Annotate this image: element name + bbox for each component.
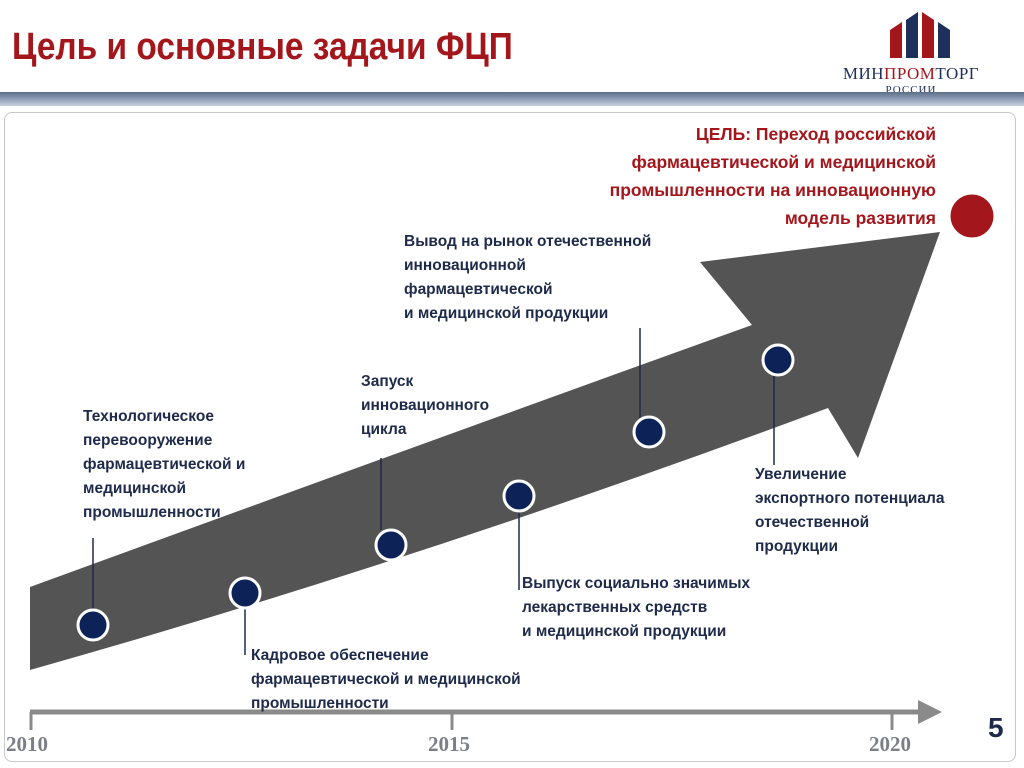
milestone-label-5-line: инновационной: [404, 257, 526, 274]
milestone-label-4: Выпуск социально значимых лекарственных …: [522, 572, 750, 644]
goal-line-2: фармацевтической и медицинской: [631, 152, 937, 172]
milestone-label-3-line: цикла: [361, 421, 407, 438]
logo-wordmark: МИНПРОМТОРГ: [836, 64, 986, 84]
milestone-label-3-line: инновационного: [361, 397, 490, 414]
goal-line-3: промышленности на инновационную: [609, 180, 936, 200]
milestone-label-6-line: отечественной: [755, 514, 870, 531]
milestone-label-6-line: экспортного потенциала: [755, 490, 945, 507]
milestone-label-1-line: фармацевтической и: [83, 456, 246, 473]
milestone-label-6: Увеличение экспортного потенциала отечес…: [755, 463, 944, 559]
milestone-label-2-line: фармацевтической и медицинской: [251, 671, 521, 688]
milestone-node-4: [502, 479, 536, 513]
milestone-label-4-line: лекарственных средств: [522, 599, 708, 616]
milestone-node-2: [228, 576, 262, 610]
milestone-label-2-line: Кадровое обеспечение: [251, 647, 429, 664]
year-label-2015: 2015: [428, 732, 470, 756]
page-number: 5: [988, 712, 1004, 743]
goal-text: ЦЕЛЬ: Переход российской фармацевтическо…: [466, 120, 936, 232]
milestone-label-2: Кадровое обеспечение фармацевтической и …: [251, 644, 521, 716]
milestone-label-2-line: промышленности: [251, 695, 389, 712]
goal-line-1: ЦЕЛЬ: Переход российской: [695, 124, 936, 144]
year-label-2020: 2020: [869, 732, 911, 756]
milestone-label-6-line: продукции: [755, 538, 839, 555]
milestone-label-5-line: и медицинской продукции: [404, 305, 609, 322]
logo-columns-icon: [890, 12, 950, 58]
logo-wordmark-part2: ПРОМ: [884, 64, 936, 83]
logo-wordmark-part1: МИН: [842, 64, 885, 83]
milestone-node-3: [374, 528, 408, 562]
goal-line-4: модель развития: [784, 208, 936, 228]
milestone-label-3: Запуск инновационного цикла: [361, 370, 489, 442]
milestone-label-4-line: и медицинской продукции: [522, 623, 727, 640]
milestone-label-3-line: Запуск: [361, 373, 414, 390]
milestone-label-5: Вывод на рынок отечественной инновационн…: [404, 230, 651, 326]
header-band: [0, 92, 1024, 106]
milestone-label-5-line: фармацевтической: [404, 281, 553, 298]
year-label-2010: 2010: [6, 732, 48, 756]
milestone-label-5-line: Вывод на рынок отечественной: [404, 233, 652, 250]
goal-node: [947, 191, 997, 241]
logo-wordmark-part3: ТОРГ: [935, 64, 980, 83]
timeline-arrowhead: [918, 700, 942, 724]
milestone-node-5: [632, 415, 666, 449]
milestone-label-6-line: Увеличение: [755, 466, 847, 483]
milestone-label-1: Технологическое перевооружение фармацевт…: [83, 405, 245, 525]
milestone-node-6: [761, 343, 795, 377]
milestone-node-1: [76, 608, 110, 642]
milestone-label-1-line: Технологическое: [83, 408, 214, 425]
milestone-label-1-line: перевооружение: [83, 432, 213, 449]
minpromtorg-logo: МИНПРОМТОРГ РОССИИ: [836, 8, 986, 96]
milestone-label-1-line: медицинской: [83, 480, 187, 497]
slide-title: Цель и основные задачи ФЦП: [12, 26, 513, 68]
growth-arrow: [30, 232, 940, 670]
milestone-label-1-line: промышленности: [83, 504, 221, 521]
milestone-label-4-line: Выпуск социально значимых: [522, 575, 751, 592]
